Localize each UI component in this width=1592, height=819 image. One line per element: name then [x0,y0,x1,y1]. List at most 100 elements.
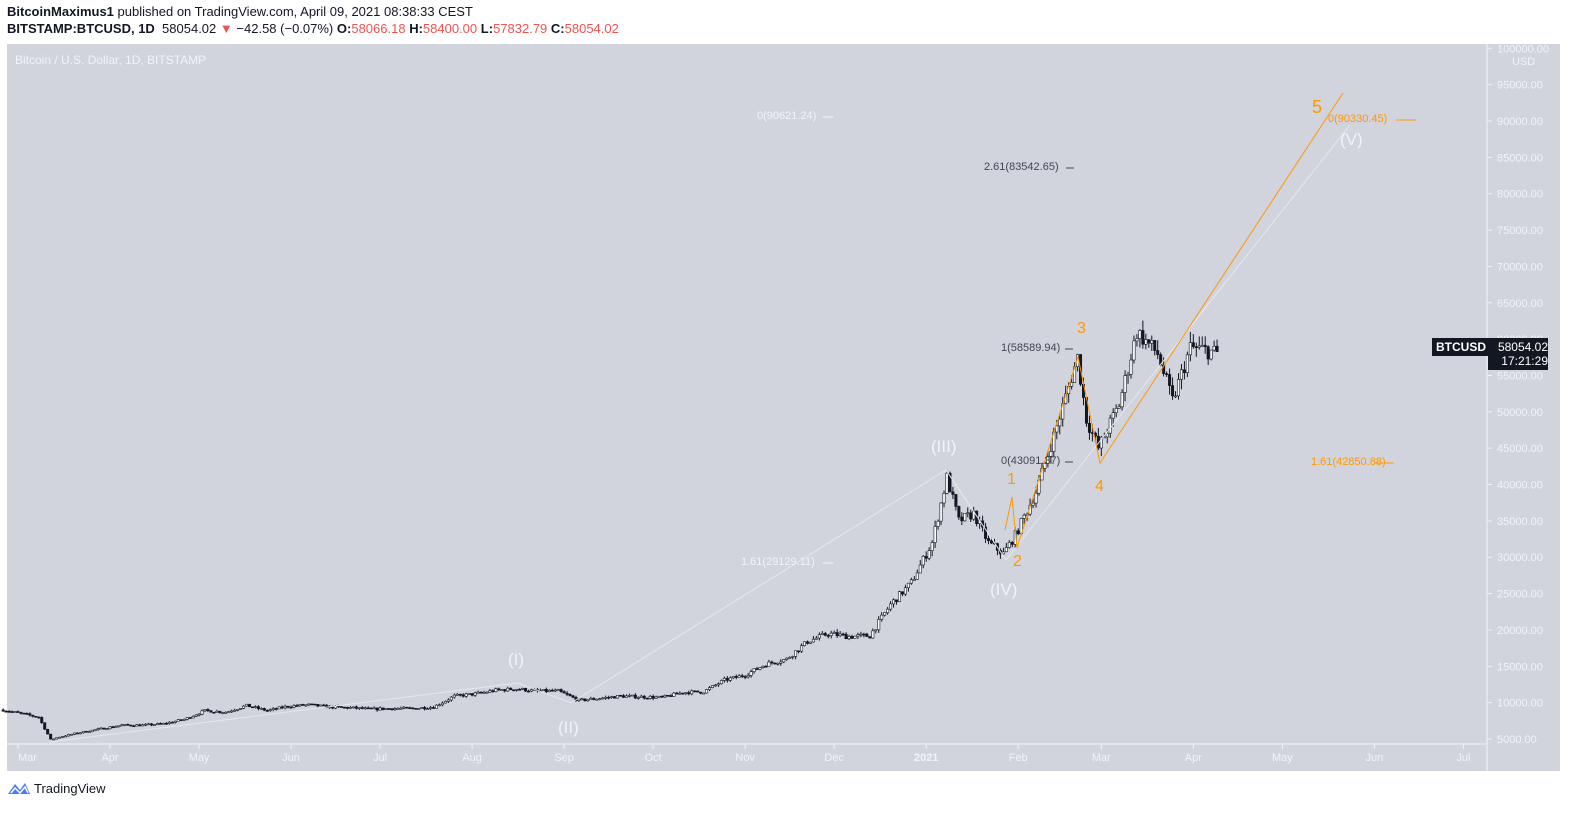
price-axis[interactable]: 100000.00 95000.00 90000.00 85000.00 80000.0… [1487,43,1549,746]
open-value: 58066.18 [351,21,406,36]
candle-body [693,690,697,693]
candle-body [497,688,501,691]
low-label: L: [480,21,494,36]
candle-body [797,650,801,653]
candle-body [280,706,284,709]
candle-body [826,635,830,637]
author[interactable]: BitcoinMaximus1 [7,4,114,19]
candle-body [259,708,263,710]
wave-label[interactable]: (II) [558,718,579,737]
candle-body [589,698,593,701]
candle-body [393,708,397,710]
candle-body [636,697,640,699]
candle-body [354,706,358,709]
candle-body [417,708,421,710]
price-change: −42.58 (−0.07%) [236,21,334,36]
candle-body [1200,344,1204,347]
candle-body [1150,340,1154,344]
candle-body [233,709,237,712]
candle-body [524,687,528,692]
candle-body [770,661,774,664]
candle-body [521,687,525,690]
wave-label[interactable]: 2 [1013,553,1022,570]
wave-label[interactable]: (I) [508,650,525,669]
candle-body [277,706,281,710]
candle-body [363,707,367,710]
main-wave-line[interactable] [49,124,1351,743]
wave-label[interactable]: 5 [1312,97,1323,117]
candle-body [895,599,899,603]
candle-body [96,728,100,730]
candle-body [212,711,216,714]
fib-label[interactable]: 0(43091.37) [1001,455,1061,467]
brand-name: TradingView [34,780,106,796]
candle-body [648,695,652,699]
candle-body [345,706,349,709]
candle-body [903,587,907,595]
candle-body [227,711,231,713]
candle-body [711,685,715,688]
candle-body [286,705,290,708]
candle-body [432,707,436,709]
candle-body [889,603,893,610]
candle-body [571,695,575,698]
tradingview-logo[interactable]: TradingView [7,780,106,796]
candle-body [1,709,5,712]
candle-body [10,711,14,713]
candle-body [99,727,103,730]
candle-body [785,657,789,660]
candle-body [1165,373,1169,375]
fib-label[interactable]: 1.61(42850.88) [1311,456,1386,468]
time-axis[interactable]: Mar Apr May Jun Jul Aug Sep Oct Nov Dec 2021 Feb Mar… [17,744,1470,764]
candle-body [387,708,391,710]
candle-body [1046,455,1050,464]
fib-label[interactable]: 2.61(83542.65) [984,161,1059,173]
candle-body [43,722,47,730]
candle-body [823,633,827,636]
candle-body [1176,379,1180,397]
candle-body [461,694,465,697]
sub-wave-line[interactable] [1004,92,1344,549]
candle-body [844,633,848,640]
fib-label[interactable]: 0(90330.45) [1328,113,1388,125]
fib-label[interactable]: 0(90621.24) [757,110,817,122]
candle-body [515,688,519,691]
wave-label[interactable]: (III) [931,437,957,456]
candle-body [307,703,311,706]
candle-body [1049,451,1053,457]
fib-label[interactable]: 1.61(29129.11) [741,556,815,568]
candle-body [984,526,988,539]
chart-area[interactable] [7,44,1560,771]
candle-body [28,713,32,716]
candle-body [906,582,910,588]
candle-body [129,724,133,727]
candle-body [512,689,516,692]
candle-body [666,695,670,697]
candle-body [966,512,970,515]
wave-label[interactable]: (IV) [990,580,1018,599]
candle-body [120,724,124,727]
candle-body [452,694,456,698]
candle-body [794,650,798,657]
wave-label[interactable]: 1 [1007,471,1016,488]
candle-body [34,715,38,718]
candle-body [155,723,159,725]
candle-body [310,703,314,706]
candle-body [322,704,326,707]
chart-title: Bitcoin / U.S. Dollar, 1D, BITSTAMP [15,53,207,67]
candle-body [405,706,409,709]
candle-body [1147,339,1151,344]
wave-label[interactable]: (V) [1340,130,1363,149]
time-tick-label: Aug [462,752,482,764]
wave-label[interactable]: 3 [1077,320,1086,337]
candles [1,320,1219,741]
close-value: 58054.02 [564,21,619,36]
candle-body [1129,359,1133,375]
candle-body [1001,551,1005,555]
wave-label[interactable]: 4 [1095,478,1104,495]
candle-body [117,725,121,728]
fib-label[interactable]: 1(58589.94) [1001,342,1061,354]
candle-body [1197,345,1201,348]
candle-body [369,707,373,710]
